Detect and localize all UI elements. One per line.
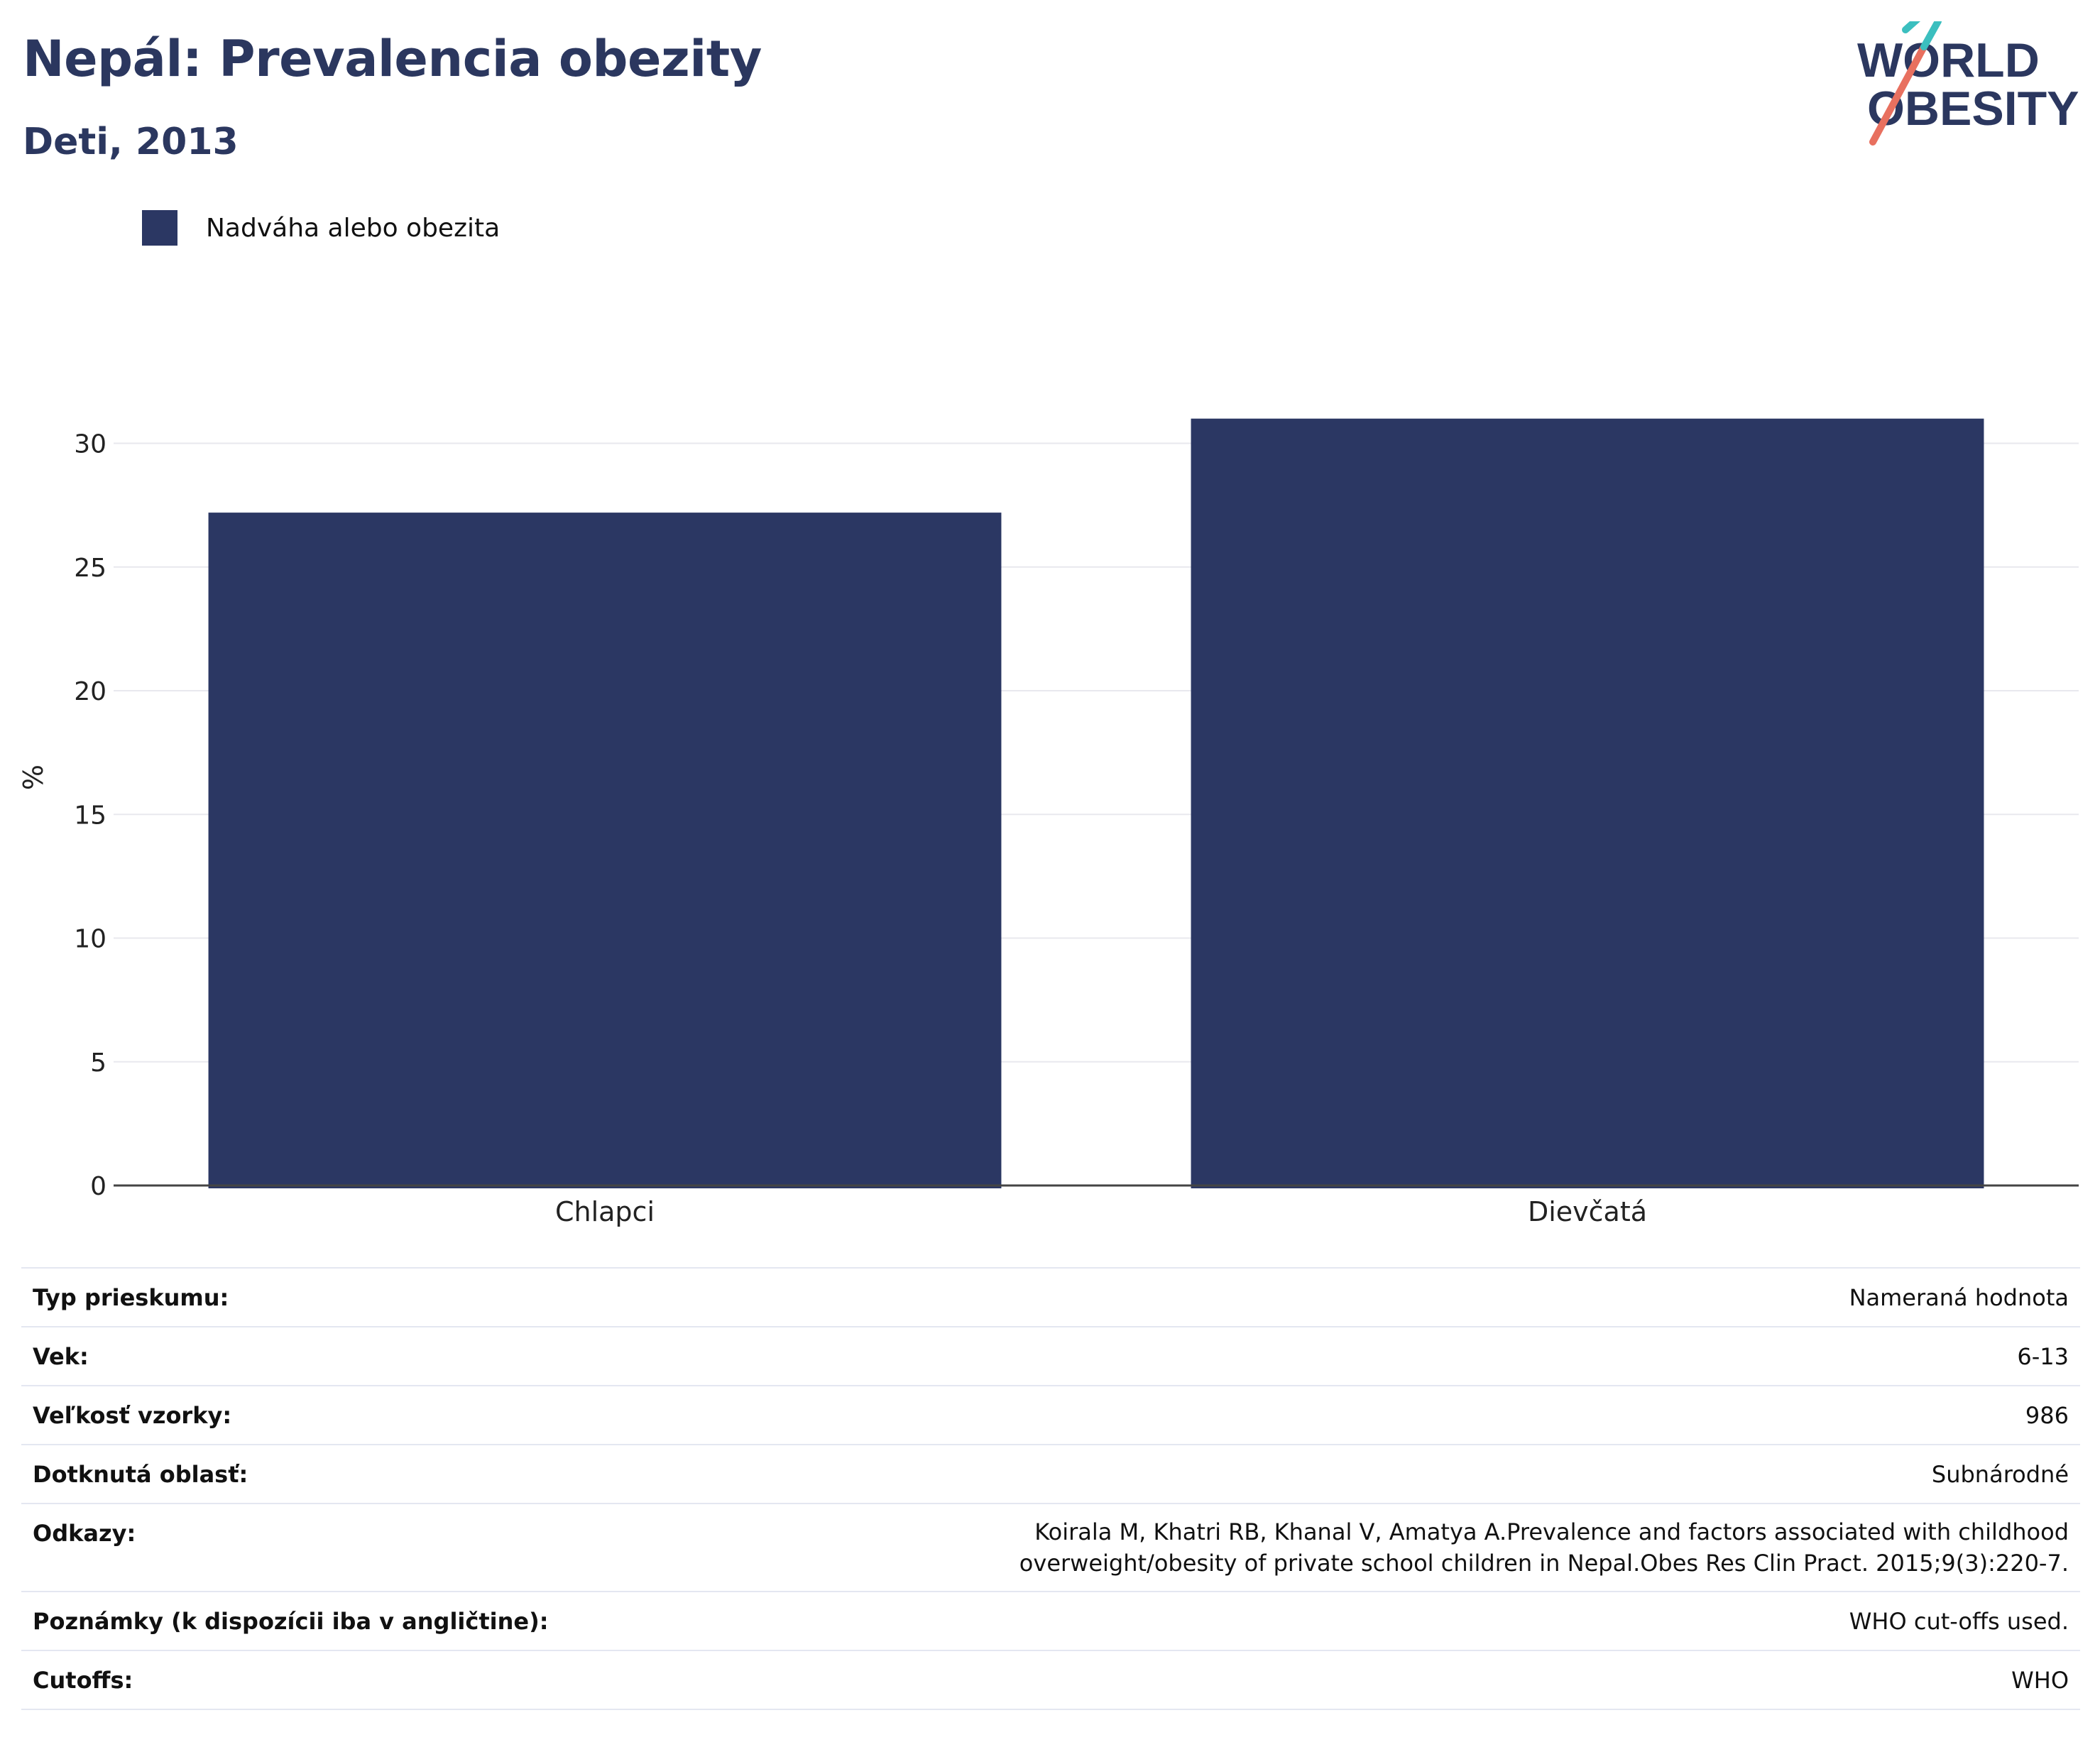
y-tick-label: 10 — [74, 925, 106, 954]
logo-teal-slash — [1902, 21, 1921, 33]
table-row: Veľkosť vzorky: 986 — [21, 1385, 2080, 1445]
page-subtitle: Deti, 2013 — [23, 121, 239, 163]
detail-label: Veľkosť vzorky: — [21, 1385, 560, 1445]
detail-value: Nameraná hodnota — [559, 1267, 2080, 1327]
detail-label: Cutoffs: — [21, 1650, 560, 1710]
detail-value: 986 — [559, 1385, 2080, 1445]
world-obesity-logo: WORLD OBESITY — [1857, 21, 2079, 146]
x-tick-label: Dievčatá — [1528, 1196, 1647, 1227]
bar-chart: 0 5 10 15 20 25 30% Chlapci Dievčatá — [18, 418, 2079, 1227]
detail-label: Typ prieskumu: — [21, 1267, 560, 1327]
detail-label: Odkazy: — [21, 1503, 560, 1592]
detail-value: WHO — [559, 1650, 2080, 1710]
bar — [1191, 418, 1984, 1188]
y-tick-label: 25 — [74, 554, 106, 583]
table-row: Poznámky (k dispozícii iba v angličtine)… — [21, 1591, 2080, 1650]
detail-value: Koirala M, Khatri RB, Khanal V, Amatya A… — [559, 1503, 2080, 1592]
y-tick-label: 20 — [74, 677, 106, 706]
detail-value: WHO cut-offs used. — [559, 1591, 2080, 1650]
survey-details-table: Typ prieskumu: Nameraná hodnota Vek: 6-1… — [21, 1267, 2080, 1710]
page-title: Nepál: Prevalencia obezity — [23, 30, 762, 88]
detail-label: Dotknutá oblasť: — [21, 1444, 560, 1504]
x-tick-label: Chlapci — [555, 1196, 655, 1227]
table-row: Cutoffs: WHO — [21, 1650, 2080, 1710]
y-tick-label: 30 — [74, 430, 106, 459]
table-row: Odkazy: Koirala M, Khatri RB, Khanal V, … — [21, 1503, 2080, 1592]
table-row: Vek: 6-13 — [21, 1326, 2080, 1386]
detail-value: 6-13 — [559, 1326, 2080, 1386]
table-row: Typ prieskumu: Nameraná hodnota — [21, 1267, 2080, 1327]
y-tick-label: 15 — [74, 801, 106, 830]
logo-word-world: WORLD — [1857, 33, 2040, 87]
chart-legend[interactable]: Nadváha alebo obezita — [142, 210, 500, 246]
detail-value: Subnárodné — [559, 1444, 2080, 1504]
logo-coral-slash — [1869, 43, 1927, 146]
y-tick-label: 5 — [90, 1048, 106, 1078]
y-tick-label: 0 — [90, 1172, 106, 1201]
y-axis-label: % — [18, 765, 49, 790]
legend-swatch — [142, 210, 177, 246]
table-row: Dotknutá oblasť: Subnárodné — [21, 1444, 2080, 1504]
logo-teal-slash-upper — [1920, 21, 1942, 50]
bar — [208, 513, 1002, 1188]
detail-label: Vek: — [21, 1326, 560, 1386]
legend-label: Nadváha alebo obezita — [206, 213, 501, 243]
detail-label: Poznámky (k dispozícii iba v angličtine)… — [21, 1591, 560, 1650]
